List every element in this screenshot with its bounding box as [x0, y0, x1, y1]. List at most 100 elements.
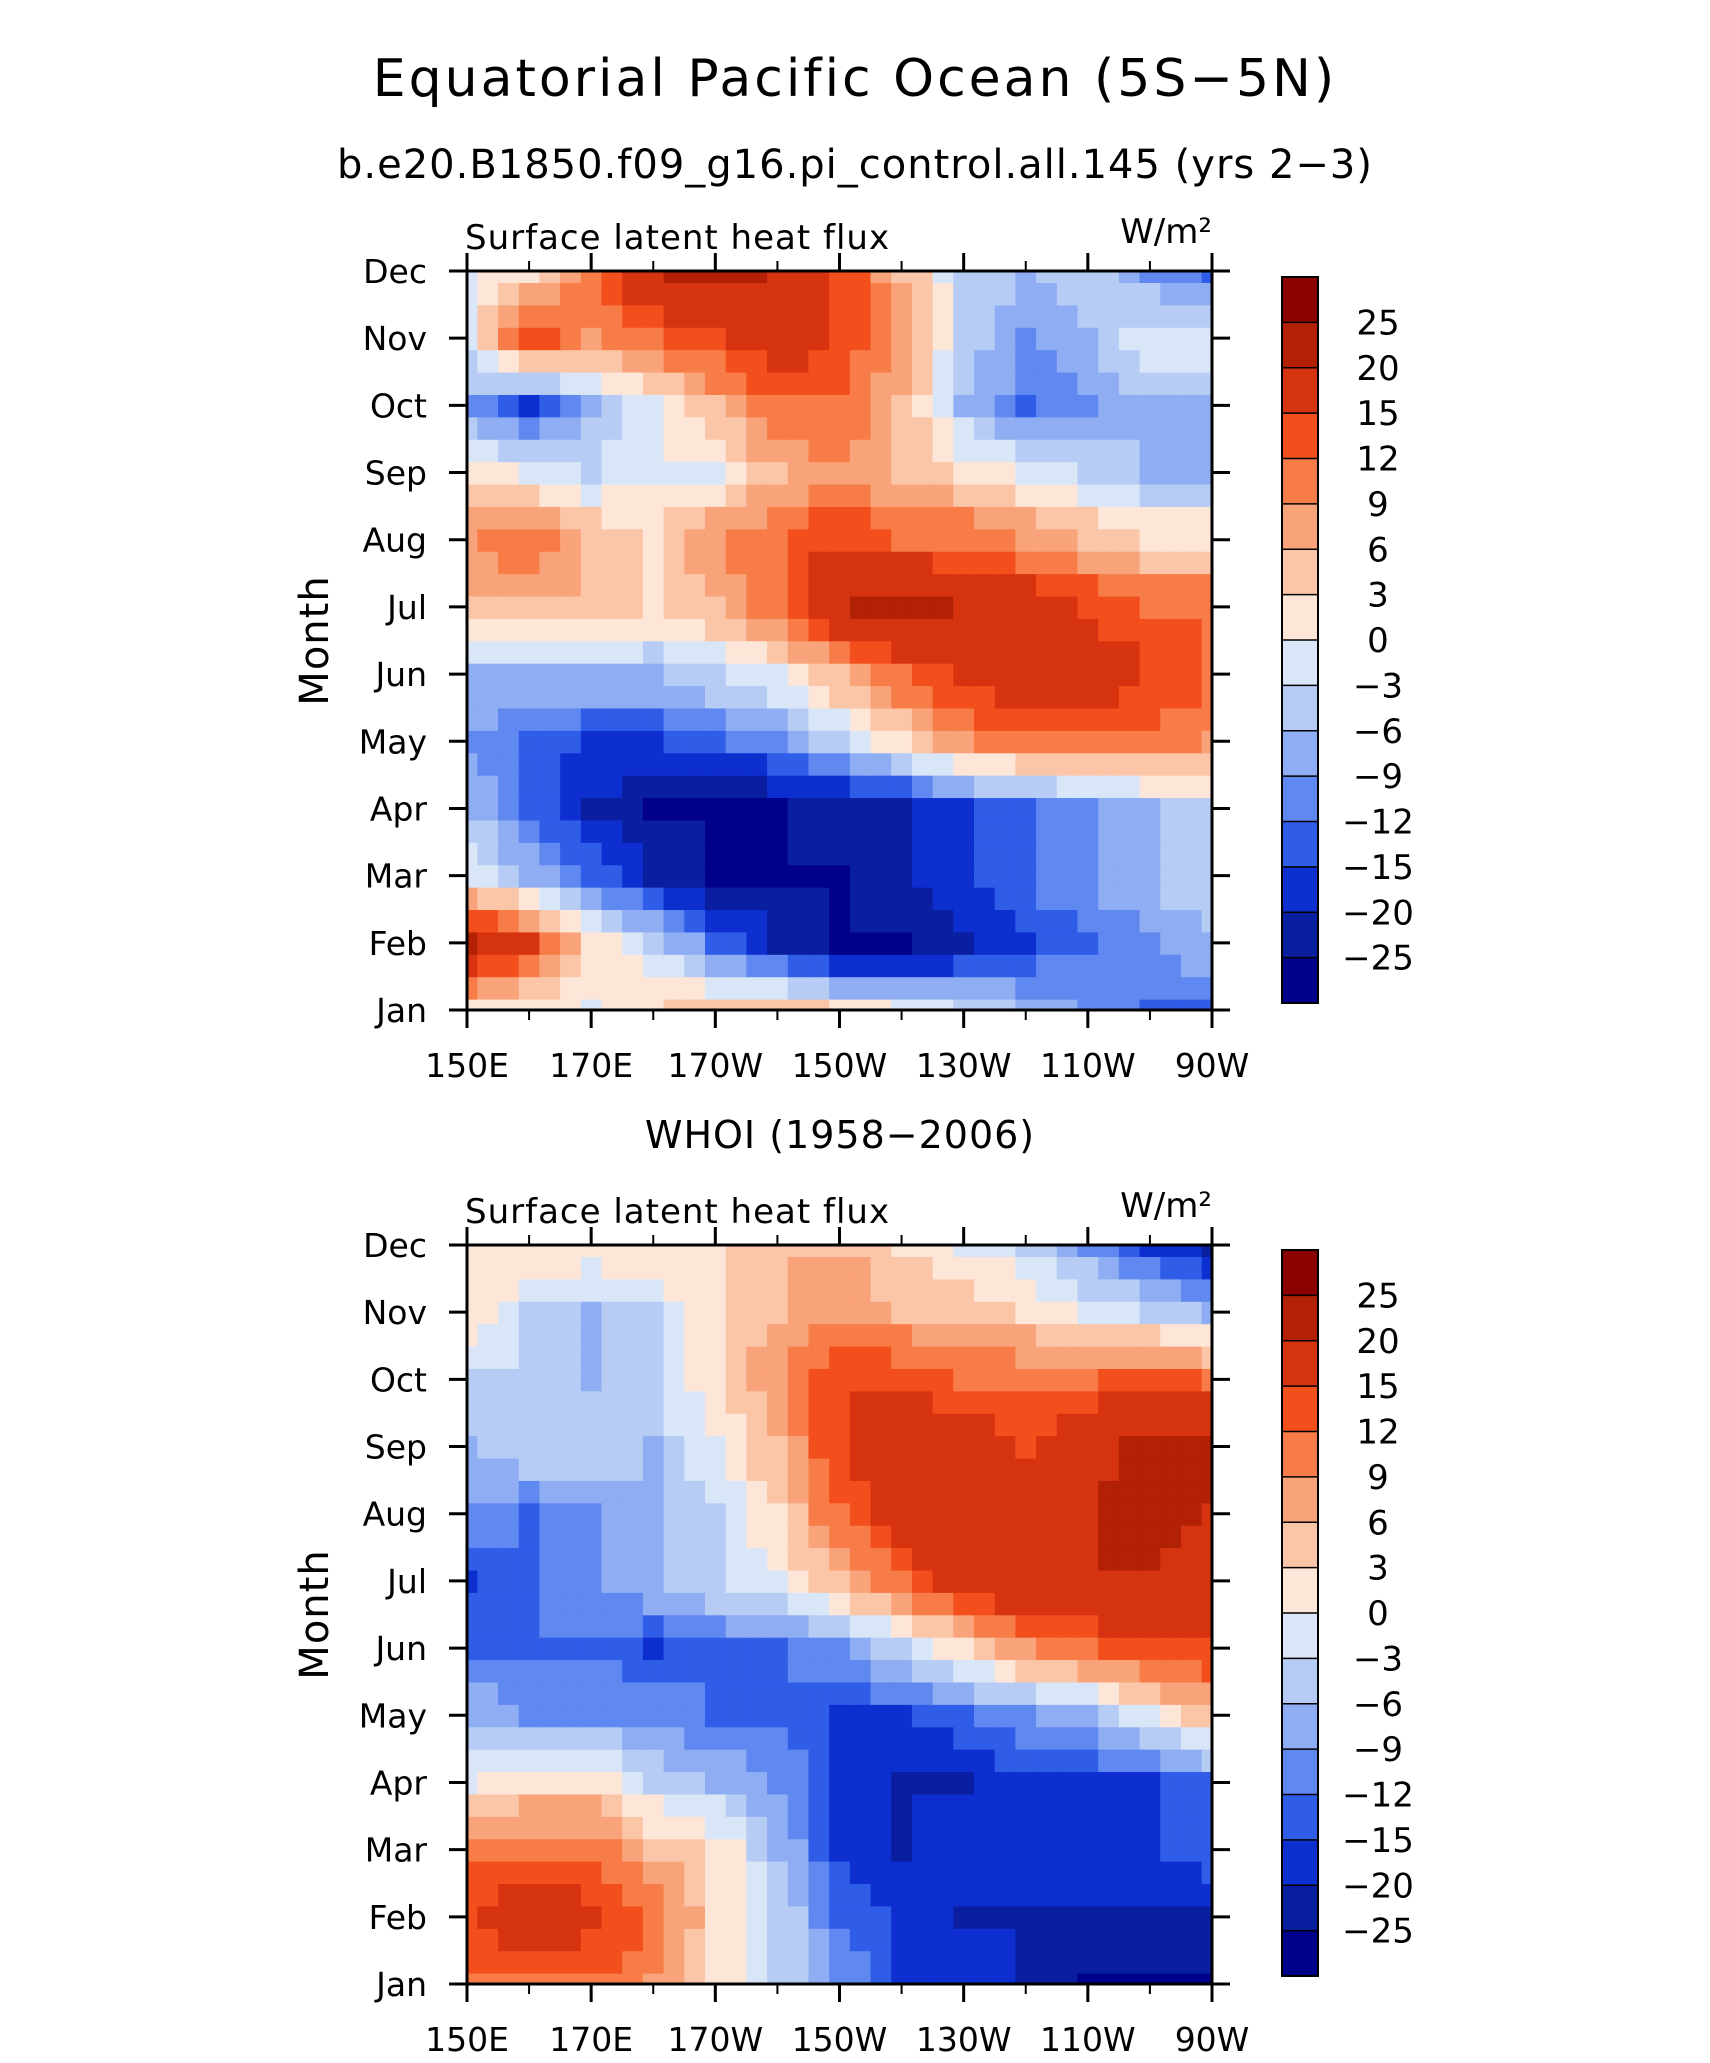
heatmap-cell	[1160, 1547, 1182, 1571]
heatmap-cell	[601, 1972, 623, 1984]
heatmap-cell	[622, 1412, 644, 1437]
heatmap-cell	[1180, 271, 1203, 283]
heatmap-cell	[1015, 707, 1037, 731]
heatmap-cell	[767, 1838, 789, 1862]
heatmap-cell	[622, 326, 644, 351]
heatmap-cell	[1036, 1771, 1058, 1795]
heatmap-cell	[1180, 1592, 1203, 1616]
heatmap-cell	[974, 1245, 996, 1257]
heatmap-cell	[994, 707, 1017, 731]
heatmap-cell	[808, 1659, 830, 1683]
heatmap-cell	[994, 349, 1017, 373]
heatmap-cell	[498, 1457, 520, 1481]
heatmap-cell	[891, 909, 913, 933]
heatmap-cell	[787, 1972, 810, 1984]
heatmap-cell	[601, 1883, 623, 1907]
heatmap-cell	[953, 864, 975, 888]
heatmap-cell	[1160, 797, 1182, 821]
heatmap-cell	[498, 438, 520, 463]
heatmap-cell	[1160, 1659, 1182, 1683]
heatmap-cell	[518, 349, 541, 373]
heatmap-cell	[684, 976, 706, 1000]
heatmap-cell	[1036, 550, 1058, 575]
colorbar-swatch	[1282, 1295, 1318, 1342]
heatmap-cell	[1139, 1245, 1162, 1257]
heatmap-cell	[725, 1972, 748, 1984]
heatmap-cell	[642, 326, 665, 351]
heatmap-cell	[560, 1972, 582, 1984]
heatmap-cell	[1180, 1569, 1203, 1593]
heatmap-cell	[642, 864, 665, 888]
heatmap-cell	[1160, 1748, 1182, 1773]
heatmap-cell	[684, 1502, 706, 1526]
heatmap-cell	[808, 1614, 830, 1638]
heatmap-cell	[601, 954, 623, 978]
heatmap-cell	[1139, 931, 1162, 955]
heatmap-cell	[642, 271, 665, 283]
heatmap-cell	[622, 1659, 644, 1683]
heatmap-cell	[725, 976, 748, 1000]
heatmap-cell	[622, 685, 644, 709]
heatmap-cell	[746, 998, 768, 1010]
heatmap-cell	[1056, 1345, 1079, 1369]
heatmap-cell	[642, 1793, 665, 1817]
heatmap-cell	[1077, 1860, 1099, 1885]
heatmap-cell	[498, 954, 520, 978]
heatmap-cell	[808, 595, 830, 619]
heatmap-cell	[829, 1592, 851, 1616]
heatmap-cell	[1098, 1256, 1120, 1280]
heatmap-cell	[601, 1256, 623, 1280]
heatmap-cell	[994, 528, 1017, 552]
heatmap-cell	[808, 1704, 830, 1728]
heatmap-cell	[1118, 662, 1141, 687]
heatmap-cell	[891, 1300, 913, 1325]
heatmap-cell	[560, 1659, 582, 1683]
heatmap-cell	[518, 707, 541, 731]
heatmap-cell	[1139, 1883, 1162, 1907]
heatmap-cell	[870, 1412, 893, 1437]
heatmap-cell	[829, 1681, 851, 1705]
heatmap-cell	[601, 304, 623, 328]
heatmap-cell	[808, 864, 830, 888]
heatmap-cell	[974, 886, 996, 911]
heatmap-cell	[953, 394, 975, 418]
heatmap-cell	[1201, 1457, 1212, 1481]
heatmap-cell	[787, 528, 810, 552]
heatmap-cell	[467, 1636, 479, 1661]
heatmap-cell	[663, 976, 686, 1000]
heatmap-cell	[932, 1704, 955, 1728]
panel-units-label: W/m²	[1120, 1186, 1212, 1226]
heatmap-cell	[1036, 1614, 1058, 1638]
colorbar-swatch	[1282, 1930, 1318, 1977]
heatmap-cell	[953, 685, 975, 709]
heatmap-cell	[911, 976, 934, 1000]
heatmap-cell	[725, 909, 748, 933]
colorbar-swatch	[1282, 640, 1318, 686]
heatmap-cell	[974, 1659, 996, 1683]
heatmap-cell	[891, 1905, 913, 1929]
heatmap-cell	[1180, 954, 1203, 978]
heatmap-cell	[1056, 1838, 1079, 1862]
heatmap-cell	[518, 730, 541, 754]
heatmap-cell	[477, 774, 499, 799]
heatmap-cell	[477, 1816, 499, 1840]
heatmap-cell	[725, 864, 748, 888]
heatmap-cell	[849, 550, 872, 575]
heatmap-cell	[498, 1614, 520, 1638]
heatmap-cell	[746, 797, 768, 821]
heatmap-cell	[829, 304, 851, 328]
heatmap-cell	[477, 864, 499, 888]
heatmap-cell	[704, 1278, 727, 1302]
heatmap-cell	[1077, 371, 1099, 395]
heatmap-cell	[684, 998, 706, 1010]
heatmap-cell	[1098, 1457, 1120, 1481]
heatmap-cell	[498, 550, 520, 575]
heatmap-cell	[580, 685, 603, 709]
heatmap-cell	[1139, 416, 1162, 440]
heatmap-cell	[1015, 1636, 1037, 1661]
heatmap-cell	[932, 1905, 955, 1929]
heatmap-cell	[1160, 1883, 1182, 1907]
heatmap-cell	[663, 1502, 686, 1526]
heatmap-cell	[767, 506, 789, 530]
y-tick-label: Feb	[369, 1898, 427, 1937]
